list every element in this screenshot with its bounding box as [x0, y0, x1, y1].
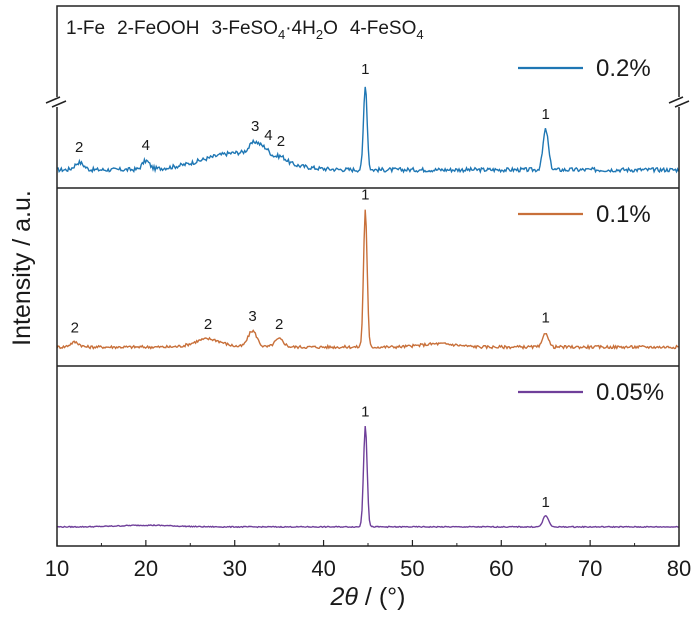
legend-label-1: 0.2% — [596, 55, 651, 82]
phase-key-3-post: O — [323, 18, 338, 39]
peak-label: 3 — [248, 308, 256, 325]
phase-key-3-sub2: 2 — [316, 27, 323, 42]
phase-key-3-mid: ·4H — [285, 18, 316, 39]
peak-label: 2 — [204, 316, 212, 333]
series-line-1 — [56, 86, 680, 175]
peak-label: 1 — [542, 310, 550, 327]
peak-label: 1 — [361, 404, 369, 421]
phase-key-4-sub: 4 — [416, 27, 423, 42]
x-axis-unit: / (°) — [358, 583, 406, 611]
x-axis-symbol: 2θ — [330, 583, 359, 611]
phase-key-3-sub1: 4 — [278, 27, 285, 42]
phase-key: 1-Fe 2-FeOOH 3-FeSO4·4H2O 4-FeSO4 — [66, 18, 424, 42]
x-axis-ticks: 10 20 30 40 50 60 70 80 — [45, 540, 691, 581]
axis-break-right — [668, 96, 690, 108]
x-axis-title: 2θ / (°) — [330, 583, 406, 611]
axis-break-left — [45, 96, 67, 108]
legend-label-2: 0.1% — [596, 201, 651, 228]
series-line-3 — [56, 425, 679, 529]
x-tick-label: 40 — [311, 556, 335, 581]
phase-key-4: 4-FeSO — [350, 18, 417, 39]
peak-label: 2 — [277, 133, 285, 150]
peak-label: 1 — [361, 61, 369, 78]
peak-label: 3 — [251, 118, 259, 135]
peak-label: 4 — [264, 127, 272, 144]
x-tick-label: 80 — [667, 556, 691, 581]
peak-label: 2 — [75, 139, 83, 156]
peak-label: 4 — [142, 137, 150, 154]
x-tick-label: 20 — [134, 556, 158, 581]
peak-label: 2 — [275, 316, 283, 333]
peak-label: 1 — [361, 187, 369, 204]
peak-label: 2 — [71, 319, 79, 336]
x-tick-label: 70 — [578, 556, 602, 581]
phase-key-2: 2-FeOOH — [117, 18, 199, 39]
phase-key-1: 1-Fe — [66, 18, 105, 39]
x-tick-label: 60 — [489, 556, 513, 581]
peak-label: 1 — [542, 106, 550, 123]
legend-label-3: 0.05% — [596, 379, 664, 406]
peak-label: 1 — [542, 494, 550, 511]
x-tick-label: 30 — [222, 556, 246, 581]
x-tick-label: 50 — [400, 556, 424, 581]
phase-key-3: 3-FeSO — [211, 18, 278, 39]
y-axis-title: Intensity / a.u. — [8, 190, 36, 346]
x-tick-label: 10 — [45, 556, 69, 581]
series-line-2 — [56, 209, 679, 351]
